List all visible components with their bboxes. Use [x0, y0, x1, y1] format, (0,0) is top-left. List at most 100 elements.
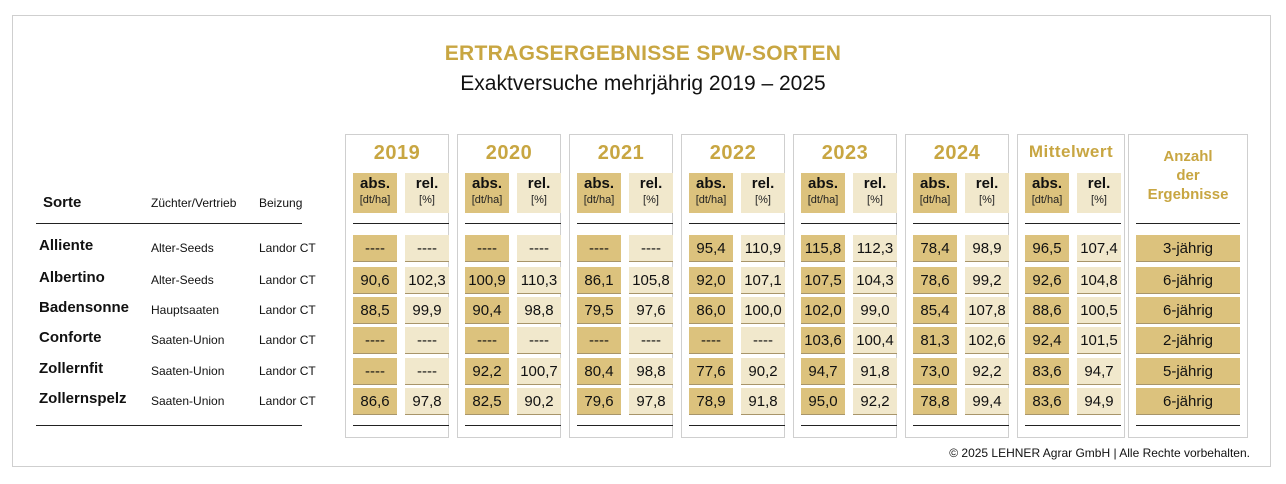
- abs-value-cell: 83,6: [1025, 358, 1069, 385]
- abs-label: abs.: [583, 175, 614, 192]
- abs-header: abs. [dt/ha]: [801, 173, 845, 213]
- row-beizung: Landor CT: [259, 273, 316, 287]
- rel-value-cell: 110,3: [517, 267, 561, 294]
- abs-label: abs.: [471, 175, 502, 192]
- column-header-line: [353, 223, 449, 224]
- rel-header: rel. [%]: [965, 173, 1009, 213]
- rel-value-cell: 102,6: [965, 327, 1009, 354]
- abs-unit: [dt/ha]: [359, 194, 391, 206]
- rel-unit: [%]: [419, 194, 435, 206]
- abs-header: abs. [dt/ha]: [577, 173, 621, 213]
- column-footer-line: [1025, 425, 1121, 426]
- rel-value-cell: 101,5: [1077, 327, 1121, 354]
- abs-value-cell: 78,9: [689, 388, 733, 415]
- header-beizung: Beizung: [259, 196, 303, 210]
- rel-value-cell: 90,2: [517, 388, 561, 415]
- abs-value-cell: 78,4: [913, 235, 957, 262]
- row-zuechter: Saaten-Union: [151, 394, 225, 408]
- abs-value-cell: 96,5: [1025, 235, 1069, 262]
- row-anzahl: 5-jährig: [1136, 358, 1240, 385]
- rel-value-cell: ----: [629, 327, 673, 354]
- row-beizung: Landor CT: [259, 241, 316, 255]
- rel-value-cell: 100,4: [853, 327, 897, 354]
- rel-label: rel.: [975, 175, 999, 192]
- abs-value-cell: ----: [353, 358, 397, 385]
- abs-label: abs.: [359, 175, 390, 192]
- row-zuechter: Saaten-Union: [151, 333, 225, 347]
- abs-value-cell: 83,6: [1025, 388, 1069, 415]
- abs-header: abs. [dt/ha]: [353, 173, 397, 213]
- rel-value-cell: ----: [517, 235, 561, 262]
- abs-value-cell: 79,6: [577, 388, 621, 415]
- row-anzahl: 3-jährig: [1136, 235, 1240, 262]
- header-zuechter: Züchter/Vertrieb: [151, 196, 237, 210]
- abs-value-cell: 92,4: [1025, 327, 1069, 354]
- abs-unit: [dt/ha]: [807, 194, 839, 206]
- abs-header: abs. [dt/ha]: [913, 173, 957, 213]
- rel-value-cell: 100,7: [517, 358, 561, 385]
- abs-value-cell: ----: [577, 235, 621, 262]
- column-footer-line: [689, 425, 785, 426]
- column-footer-line: [801, 425, 897, 426]
- rel-label: rel.: [1087, 175, 1111, 192]
- rel-header: rel. [%]: [853, 173, 897, 213]
- row-zuechter: Alter-Seeds: [151, 241, 214, 255]
- row-anzahl: 2-jährig: [1136, 327, 1240, 354]
- abs-value-cell: 103,6: [801, 327, 845, 354]
- abs-unit: [dt/ha]: [583, 194, 615, 206]
- abs-value-cell: 90,4: [465, 297, 509, 324]
- abs-unit: [dt/ha]: [695, 194, 727, 206]
- rel-value-cell: 100,0: [741, 297, 785, 324]
- column-footer-line: [913, 425, 1009, 426]
- abs-value-cell: 78,8: [913, 388, 957, 415]
- rel-label: rel.: [639, 175, 663, 192]
- abs-value-cell: 102,0: [801, 297, 845, 324]
- abs-value-cell: 86,6: [353, 388, 397, 415]
- column-footer-line: [577, 425, 673, 426]
- rel-value-cell: 104,8: [1077, 267, 1121, 294]
- row-anzahl: 6-jährig: [1136, 388, 1240, 415]
- abs-label: abs.: [807, 175, 838, 192]
- rel-value-cell: 98,8: [629, 358, 673, 385]
- rel-value-cell: ----: [405, 327, 449, 354]
- abs-value-cell: 79,5: [577, 297, 621, 324]
- anzahl-header-line-2: der: [1176, 167, 1200, 184]
- rel-unit: [%]: [979, 194, 995, 206]
- rel-header: rel. [%]: [629, 173, 673, 213]
- abs-value-cell: 73,0: [913, 358, 957, 385]
- abs-header: abs. [dt/ha]: [689, 173, 733, 213]
- column-footer-line: [465, 425, 561, 426]
- anzahl-footer-line: [1136, 425, 1240, 426]
- rel-value-cell: 112,3: [853, 235, 897, 262]
- rel-value-cell: 91,8: [741, 388, 785, 415]
- abs-value-cell: 94,7: [801, 358, 845, 385]
- rel-unit: [%]: [531, 194, 547, 206]
- abs-value-cell: ----: [577, 327, 621, 354]
- row-anzahl: 6-jährig: [1136, 267, 1240, 294]
- rel-value-cell: 92,2: [853, 388, 897, 415]
- abs-label: abs.: [695, 175, 726, 192]
- rel-value-cell: ----: [405, 358, 449, 385]
- rel-header: rel. [%]: [517, 173, 561, 213]
- rel-header: rel. [%]: [741, 173, 785, 213]
- year-header-5: 2024: [933, 142, 981, 164]
- left-header-line: [36, 223, 302, 224]
- rel-value-cell: 107,8: [965, 297, 1009, 324]
- rel-unit: [%]: [755, 194, 771, 206]
- rel-unit: [%]: [1091, 194, 1107, 206]
- row-sorte: Zollernfit: [39, 360, 104, 377]
- rel-label: rel.: [415, 175, 439, 192]
- abs-unit: [dt/ha]: [1031, 194, 1063, 206]
- abs-unit: [dt/ha]: [471, 194, 503, 206]
- abs-value-cell: 80,4: [577, 358, 621, 385]
- row-sorte: Alliente: [39, 237, 94, 254]
- abs-value-cell: 95,0: [801, 388, 845, 415]
- rel-value-cell: 107,1: [741, 267, 785, 294]
- column-header-line: [465, 223, 561, 224]
- rel-value-cell: 99,4: [965, 388, 1009, 415]
- rel-header: rel. [%]: [1077, 173, 1121, 213]
- rel-value-cell: 91,8: [853, 358, 897, 385]
- column-header-line: [1025, 223, 1121, 224]
- rel-value-cell: 105,8: [629, 267, 673, 294]
- row-anzahl: 6-jährig: [1136, 297, 1240, 324]
